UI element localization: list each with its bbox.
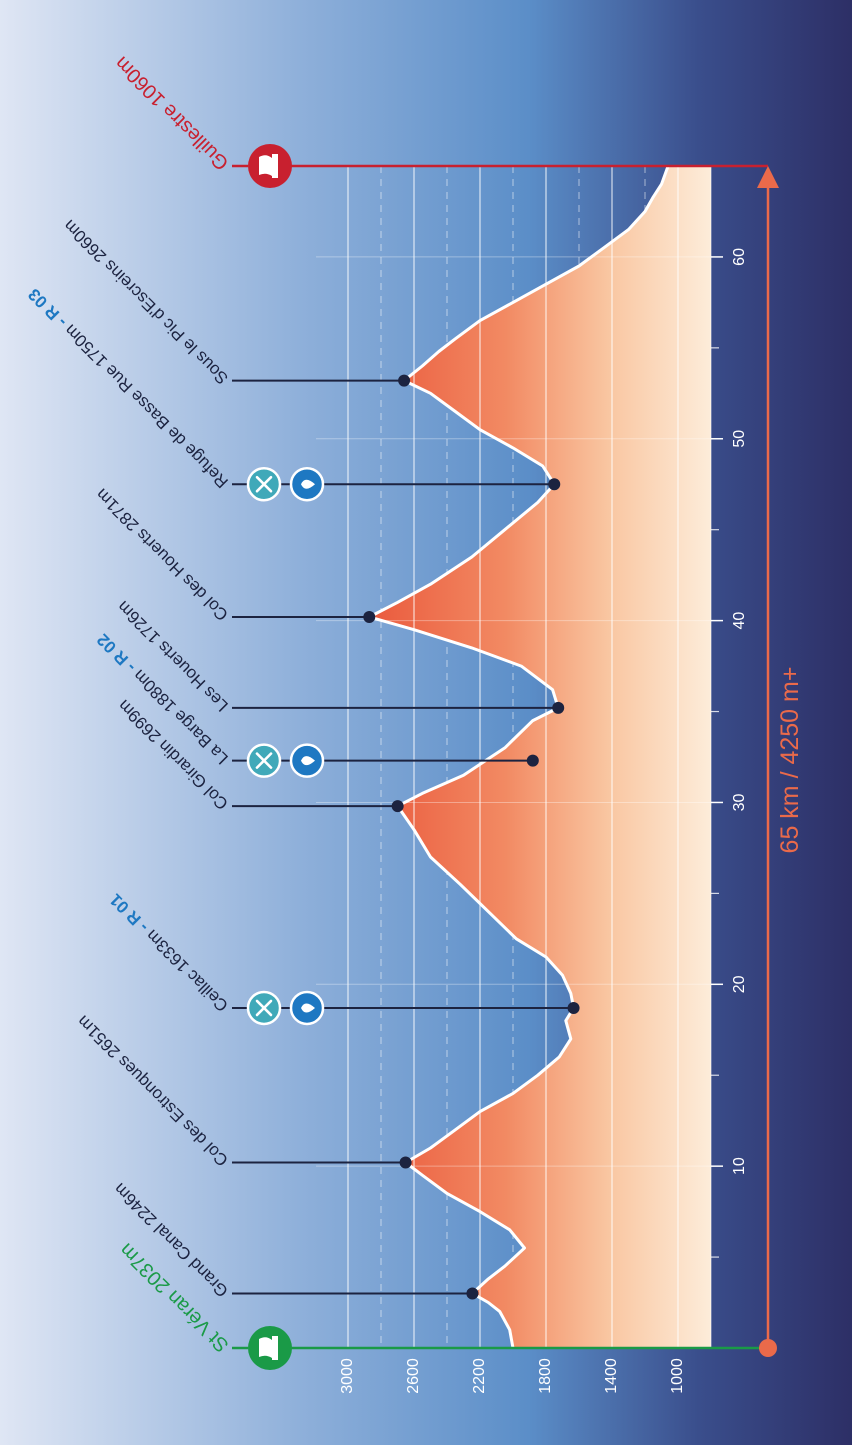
water-drop-icon [301, 1003, 315, 1013]
arrow-head-icon [757, 166, 779, 188]
profile-area [369, 166, 711, 1348]
profile-area-fill [369, 166, 711, 1348]
waypoint-dot [363, 610, 376, 623]
elevation-axis: 1000 1400 1800 2200 2600 3000 [339, 1358, 686, 1394]
y-tick-label: 1400 [603, 1358, 620, 1394]
x-tick-label: 30 [731, 793, 748, 811]
knife-icon [255, 999, 273, 1017]
x-tick-label: 60 [731, 248, 748, 266]
waypoint-dot [548, 478, 561, 491]
x-tick-label: 50 [731, 430, 748, 448]
start-flag-pole-icon [272, 1336, 278, 1360]
waypoint-dot [552, 701, 565, 714]
y-tick-label: 1800 [537, 1358, 554, 1394]
distance-axis: 10 20 30 40 50 60 [710, 166, 748, 1348]
waypoint-dot [466, 1287, 479, 1300]
water-drop-icon [301, 756, 315, 766]
knife-icon [255, 752, 273, 769]
y-tick-label: 1000 [669, 1358, 686, 1394]
y-tick-label: 2600 [405, 1358, 422, 1394]
waypoint-dot [391, 800, 404, 813]
arrow-start-dot [759, 1339, 777, 1357]
waypoint-dot [399, 1156, 412, 1169]
waypoint-dot [567, 1001, 580, 1014]
waypoint-dot [526, 754, 539, 767]
finish-flag-icon [259, 155, 272, 176]
solid-gridlines [316, 166, 711, 1348]
total-distance-label: 65 km / 4250 m+ [776, 667, 804, 854]
y-tick-label: 3000 [339, 1358, 356, 1394]
y-tick-label: 2200 [471, 1358, 488, 1394]
x-tick-label: 40 [731, 612, 748, 630]
finish-flag-pole-icon [272, 154, 278, 178]
total-distance-arrow [757, 166, 779, 1357]
start-flag-icon [259, 1337, 272, 1358]
x-tick-label: 20 [731, 975, 748, 993]
knife-icon [255, 475, 273, 493]
water-drop-icon [301, 479, 315, 489]
waypoint-dot [398, 374, 411, 387]
x-tick-label: 10 [731, 1157, 748, 1175]
